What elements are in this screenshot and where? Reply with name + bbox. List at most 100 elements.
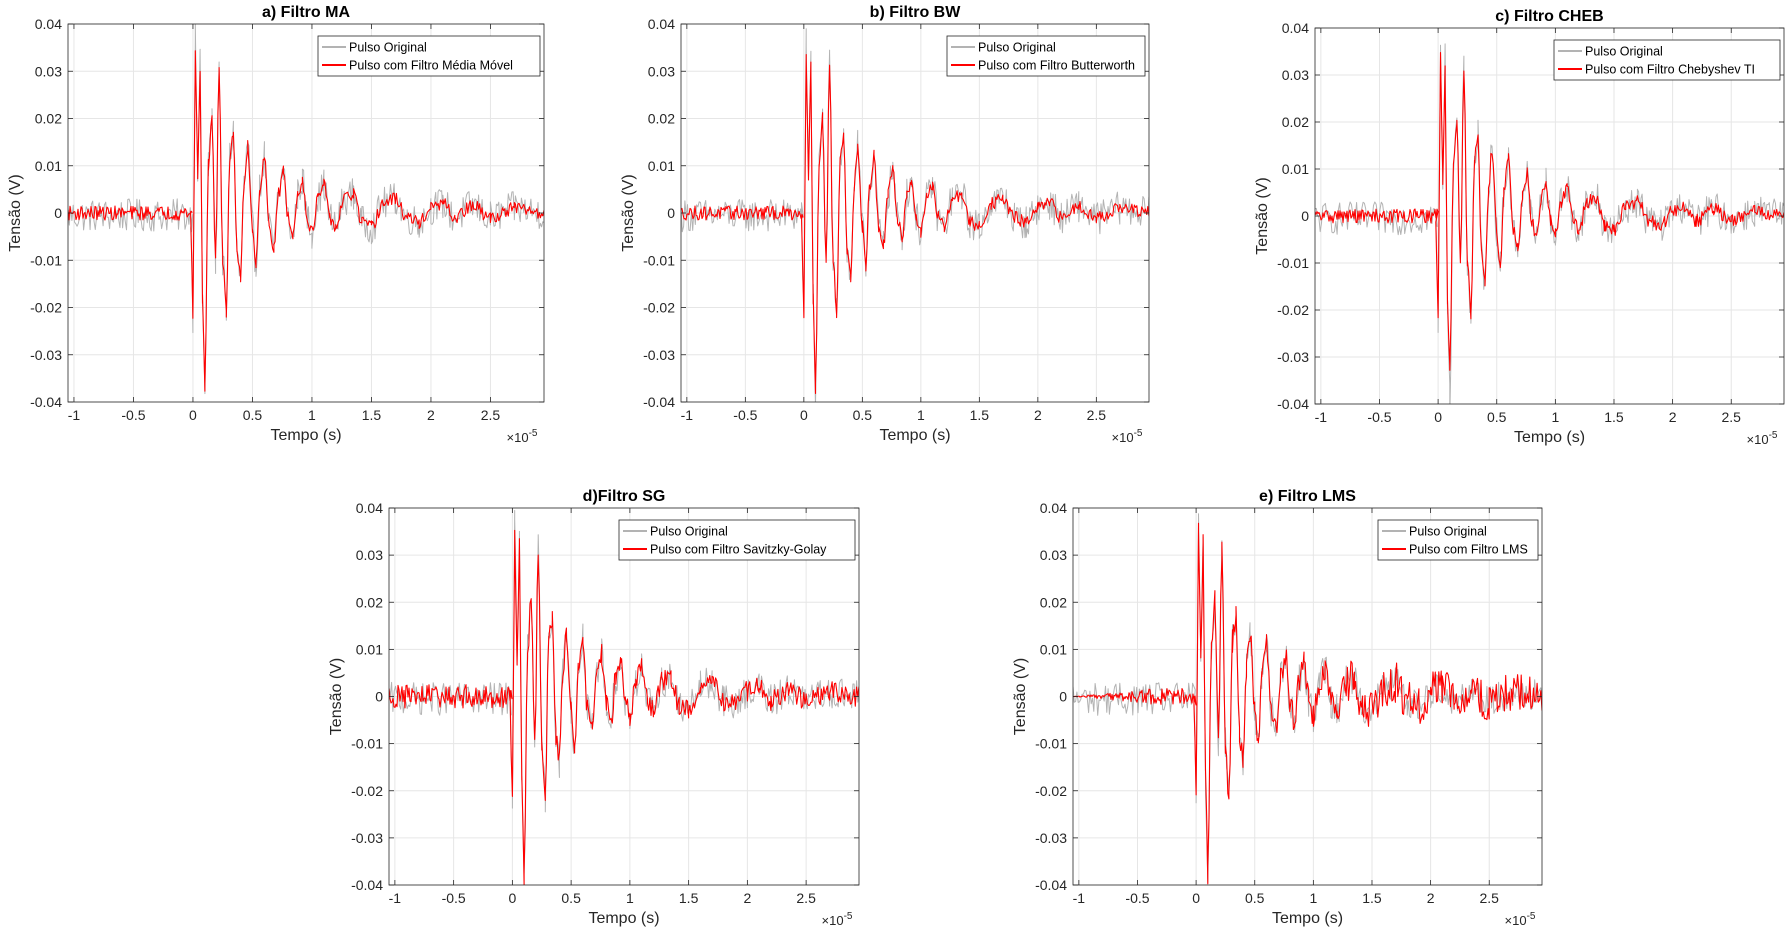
x-tick-label: 2.5 [1087, 407, 1107, 423]
x-tick-label: 2.5 [796, 890, 816, 906]
x-tick-label: 2 [1669, 409, 1677, 425]
legend-box [1377, 519, 1539, 561]
legend-box [317, 35, 541, 77]
series-line [68, 24, 544, 395]
y-tick-label: -0.02 [1035, 783, 1067, 799]
legend-entry: Pulso Original [978, 41, 1056, 55]
y-tick-label: 0.01 [1282, 161, 1309, 177]
y-tick-label: -0.04 [1277, 396, 1309, 412]
series-group [1315, 43, 1784, 404]
series-line [1073, 513, 1542, 883]
y-tick-label: 0 [375, 689, 383, 705]
y-tick-label: -0.04 [643, 394, 675, 410]
chart-title: d)Filtro SG [583, 488, 666, 505]
x-tick-label: 2 [427, 407, 435, 423]
y-tick-label: -0.01 [351, 736, 383, 752]
y-tick-label: 0.01 [35, 158, 62, 174]
legend-box [1553, 39, 1781, 81]
x-exponent-power: -5 [1769, 430, 1778, 441]
x-tick-label: 0 [508, 890, 516, 906]
x-exponent-label: ×10-5 [1747, 430, 1778, 447]
x-tick-label: 0.5 [243, 407, 263, 423]
y-tick-label: -0.01 [1035, 736, 1067, 752]
x-tick-label: 2.5 [1722, 409, 1742, 425]
y-tick-label: 0.02 [35, 111, 62, 127]
x-tick-label: 2 [1034, 407, 1042, 423]
y-tick-label: -0.04 [351, 877, 383, 893]
x-tick-label: 2 [743, 890, 751, 906]
x-exponent-base: ×10 [1747, 432, 1769, 447]
chart-panel: -1 -0.5 0 0.5 1 1.5 2 2.5 -0.04 -0.03 -0.02 -0.01 0 0… [7, 4, 545, 445]
y-axis-label: Tensão (V) [328, 658, 345, 735]
y-tick-label: -0.01 [1277, 255, 1309, 271]
y-tick-label: 0.03 [1282, 67, 1309, 83]
y-tick-label: 0.03 [35, 63, 62, 79]
series-line [681, 54, 1149, 395]
x-tick-label: 1.5 [1362, 890, 1382, 906]
legend-box [618, 519, 856, 561]
x-tick-label: 0.5 [1245, 890, 1265, 906]
y-tick-label: 0.03 [1040, 547, 1067, 563]
x-tick-label: 0 [1434, 409, 1442, 425]
x-tick-label: -0.5 [442, 890, 466, 906]
legend-entry: Pulso com Filtro Butterworth [978, 59, 1135, 73]
x-tick-label: 1.5 [362, 407, 382, 423]
y-tick-label: -0.02 [1277, 302, 1309, 318]
x-tick-label: -0.5 [733, 407, 757, 423]
series-group [681, 28, 1149, 402]
y-tick-label: -0.03 [1035, 830, 1067, 846]
legend-entry: Pulso Original [650, 525, 728, 539]
series-line [389, 529, 859, 885]
y-tick-label: -0.03 [1277, 349, 1309, 365]
y-tick-label: -0.02 [351, 783, 383, 799]
x-exponent-label: ×10-5 [507, 428, 538, 445]
y-tick-label: 0.01 [648, 158, 675, 174]
x-tick-label: -1 [1073, 890, 1086, 906]
series-line [1315, 52, 1784, 371]
x-exponent-label: ×10-5 [1505, 911, 1536, 928]
x-tick-label: -1 [68, 407, 81, 423]
y-tick-label: 0.04 [356, 500, 383, 516]
x-exponent-base: ×10 [507, 430, 529, 445]
x-axis-label: Tempo (s) [588, 910, 659, 927]
x-exponent-base: ×10 [1505, 913, 1527, 928]
x-tick-label: 0.5 [1487, 409, 1507, 425]
legend-entry: Pulso com Filtro Savitzky-Golay [650, 543, 827, 557]
legend-entry: Pulso com Filtro Chebyshev TI [1585, 63, 1755, 77]
x-tick-label: 2 [1427, 890, 1435, 906]
x-tick-label: 0 [189, 407, 197, 423]
chart-title: b) Filtro BW [870, 4, 962, 21]
series-group [1073, 513, 1542, 885]
x-tick-label: -0.5 [1125, 890, 1149, 906]
y-tick-label: -0.03 [351, 830, 383, 846]
series-group [68, 24, 544, 395]
x-tick-label: 1.5 [679, 890, 699, 906]
x-axis-label: Tempo (s) [270, 427, 341, 444]
chart-panel: -1 -0.5 0 0.5 1 1.5 2 2.5 -0.04 -0.03 -0.02 -0.01 0 0… [620, 4, 1150, 445]
x-exponent-power: -5 [529, 428, 538, 439]
y-tick-label: -0.04 [1035, 877, 1067, 893]
series-line [68, 50, 544, 392]
y-tick-label: 0 [54, 205, 62, 221]
x-tick-label: 2.5 [1480, 890, 1500, 906]
x-axis-label: Tempo (s) [1272, 910, 1343, 927]
x-tick-label: -1 [1315, 409, 1328, 425]
x-tick-label: 1 [626, 890, 634, 906]
x-exponent-power: -5 [1134, 428, 1143, 439]
legend-entry: Pulso Original [1585, 45, 1663, 59]
x-tick-label: -0.5 [121, 407, 145, 423]
x-exponent-power: -5 [1527, 911, 1536, 922]
y-tick-label: -0.04 [30, 394, 62, 410]
y-tick-label: 0.02 [1282, 114, 1309, 130]
chart-title: e) Filtro LMS [1259, 488, 1356, 505]
y-tick-label: 0.03 [356, 547, 383, 563]
x-tick-label: -0.5 [1367, 409, 1391, 425]
y-tick-label: 0.01 [1040, 641, 1067, 657]
y-tick-label: -0.03 [643, 347, 675, 363]
y-tick-label: 0.02 [648, 111, 675, 127]
x-axis-label: Tempo (s) [1514, 429, 1585, 446]
x-tick-label: 1 [917, 407, 925, 423]
y-tick-label: 0.04 [648, 16, 675, 32]
